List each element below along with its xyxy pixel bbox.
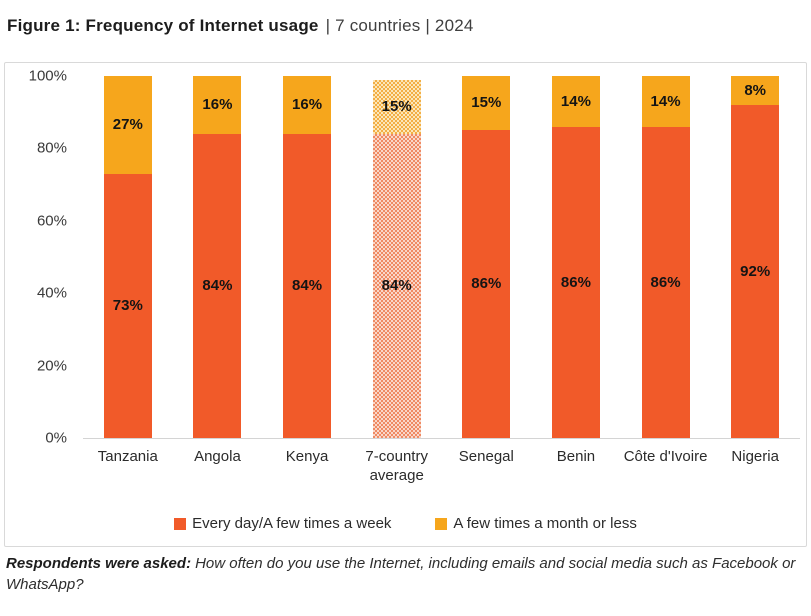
- bar-segment-every-day-a-few-times-a-week-benin: 86%: [551, 126, 600, 438]
- bar-value-label: 15%: [381, 98, 412, 116]
- bar-segment-every-day-a-few-times-a-week-7-country-average: 84%: [372, 133, 421, 438]
- chart-area: 100% 80% 60% 40% 20% 0% 27% 73% 16% 84% 16% 84% 15%…: [4, 62, 807, 547]
- bar-value-label: 8%: [744, 81, 767, 99]
- bar-value-label: 92%: [740, 262, 771, 280]
- bar-segment-every-day-a-few-times-a-week-kenya: 84%: [283, 133, 332, 438]
- x-label-benin: Benin: [556, 448, 596, 465]
- bar-segment-every-day-a-few-times-a-week-nigeria: 92%: [731, 104, 780, 438]
- y-axis: 100% 80% 60% 40% 20% 0%: [5, 68, 75, 447]
- bar-value-label: 86%: [471, 275, 502, 293]
- bar-value-label: 14%: [650, 92, 681, 110]
- x-axis-labels: Tanzania Angola Kenya 7-country average Sene…: [83, 448, 800, 486]
- bar-value-label: 27%: [112, 116, 143, 134]
- x-label-7-country-average: 7-country average: [365, 448, 428, 484]
- bar-segment-a-few-times-a-month-or-less-kenya: 16%: [283, 76, 332, 134]
- bar-value-label: 84%: [202, 277, 233, 295]
- x-label-kenya: Kenya: [285, 448, 329, 465]
- bar-angola: 16% 84%: [193, 76, 242, 438]
- bar-segment-a-few-times-a-month-or-less-senegal: 15%: [462, 76, 511, 130]
- bar-value-label: 86%: [560, 273, 591, 291]
- bar-value-label: 14%: [560, 92, 591, 110]
- legend-label-daily: Every day/A few times a week: [192, 515, 392, 532]
- legend-swatch-daily: [174, 517, 187, 530]
- bar-benin: 14% 86%: [551, 76, 600, 438]
- figure-title-main: Figure 1: Frequency of Internet usage: [7, 16, 319, 35]
- legend-label-monthly: A few times a month or less: [453, 515, 637, 532]
- plot-area: 27% 73% 16% 84% 16% 84% 15% 84% 15% 86% 14% 86% 14% 8…: [83, 76, 800, 439]
- bar-segment-a-few-times-a-month-or-less-tanzania: 27%: [103, 76, 152, 174]
- bar-segment-every-day-a-few-times-a-week-tanzania: 73%: [103, 173, 152, 438]
- bar-segment-a-few-times-a-month-or-less-7-country-average: 15%: [372, 79, 421, 134]
- footnote-text: How often do you use the Internet, inclu…: [6, 555, 796, 594]
- footnote-lead: Respondents were asked:: [6, 555, 192, 572]
- figure-title: Figure 1: Frequency of Internet usage | 7…: [0, 0, 811, 36]
- bar-segment-a-few-times-a-month-or-less-angola: 16%: [193, 76, 242, 134]
- bar-segment-a-few-times-a-month-or-less-c-te-d-ivoire: 14%: [641, 76, 690, 127]
- bar-7-country-average: 15% 84%: [372, 76, 421, 438]
- bar-tanzania: 27% 73%: [103, 76, 152, 438]
- x-label-angola: Angola: [194, 448, 241, 465]
- y-tick-100: 100%: [28, 67, 67, 85]
- bar-value-label: 73%: [112, 297, 143, 315]
- x-label-tanzania: Tanzania: [97, 448, 158, 465]
- bar-value-label: 15%: [471, 94, 502, 112]
- legend-swatch-monthly: [435, 517, 448, 530]
- bar-senegal: 15% 86%: [462, 76, 511, 438]
- legend: Every day/A few times a week A few times…: [5, 515, 806, 532]
- footnote: Respondents were asked: How often do you …: [6, 553, 809, 596]
- x-label-c-te-d-ivoire: Côte d'Ivoire: [623, 448, 708, 465]
- bar-c-te-d-ivoire: 14% 86%: [641, 76, 690, 438]
- bar-value-label: 84%: [381, 277, 412, 295]
- y-tick-0: 0%: [45, 429, 67, 447]
- legend-item-monthly: A few times a month or less: [435, 515, 637, 532]
- x-label-senegal: Senegal: [458, 448, 514, 465]
- bar-value-label: 84%: [292, 277, 323, 295]
- bar-segment-every-day-a-few-times-a-week-c-te-d-ivoire: 86%: [641, 126, 690, 438]
- bar-kenya: 16% 84%: [283, 76, 332, 438]
- figure-title-suffix: | 7 countries | 2024: [325, 16, 474, 35]
- bar-segment-a-few-times-a-month-or-less-benin: 14%: [551, 76, 600, 127]
- y-tick-60: 60%: [36, 212, 67, 230]
- bar-value-label: 16%: [202, 96, 233, 114]
- x-label-nigeria: Nigeria: [731, 448, 779, 465]
- bar-segment-every-day-a-few-times-a-week-senegal: 86%: [462, 129, 511, 438]
- legend-item-daily: Every day/A few times a week: [174, 515, 391, 532]
- bar-value-label: 16%: [292, 96, 323, 114]
- y-tick-80: 80%: [36, 139, 67, 157]
- bar-nigeria: 8% 92%: [731, 76, 780, 438]
- bar-segment-a-few-times-a-month-or-less-nigeria: 8%: [731, 76, 780, 105]
- y-tick-40: 40%: [36, 284, 67, 302]
- y-tick-20: 20%: [36, 357, 67, 375]
- bar-value-label: 86%: [650, 273, 681, 291]
- bar-segment-every-day-a-few-times-a-week-angola: 84%: [193, 133, 242, 438]
